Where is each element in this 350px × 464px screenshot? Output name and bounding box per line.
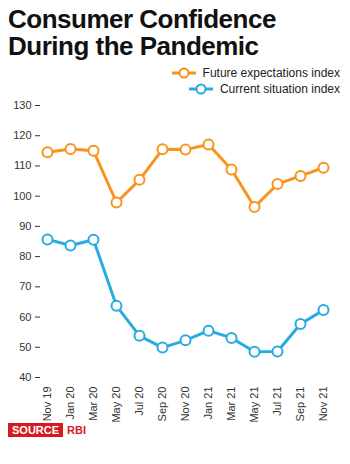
html-text:Future expectations index: Future expectations index	[202, 65, 340, 80]
html-text:Consumer Confidence During the: Consumer Confidence During the Pandemic	[8, 4, 276, 62]
svg-text:80: 80	[19, 250, 31, 262]
html-text:Current situation index: Current situation index	[219, 81, 340, 96]
svg-text:May 20: May 20	[110, 386, 122, 422]
svg-text:Mar 20: Mar 20	[87, 386, 99, 420]
svg-text:120: 120	[13, 129, 31, 141]
html-text:SOURCE: SOURCE	[12, 423, 60, 436]
svg-text:50: 50	[19, 340, 31, 352]
svg-text:90: 90	[19, 220, 31, 232]
svg-text:Jul 21: Jul 21	[271, 386, 283, 415]
svg-text:40: 40	[19, 371, 31, 383]
svg-text:Jan 21: Jan 21	[202, 386, 214, 419]
svg-text:Jul 20: Jul 20	[133, 386, 145, 415]
svg-text:Sep 20: Sep 20	[156, 386, 168, 421]
svg-text:Sep 21: Sep 21	[294, 386, 306, 421]
svg-text:May 21: May 21	[248, 386, 260, 422]
html-text:RBI: RBI	[67, 423, 86, 436]
svg-text:Jan 20: Jan 20	[64, 386, 76, 419]
svg-text:Nov 21: Nov 21	[317, 386, 329, 421]
svg-text:70: 70	[19, 280, 31, 292]
svg-text:Mar 21: Mar 21	[225, 386, 237, 420]
svg-text:Nov 20: Nov 20	[179, 386, 191, 421]
svg-text:130: 130	[13, 99, 31, 111]
svg-text:60: 60	[19, 310, 31, 322]
svg-text:Nov 19: Nov 19	[41, 386, 53, 421]
svg-text:110: 110	[14, 159, 32, 171]
svg-text:100: 100	[13, 189, 31, 201]
